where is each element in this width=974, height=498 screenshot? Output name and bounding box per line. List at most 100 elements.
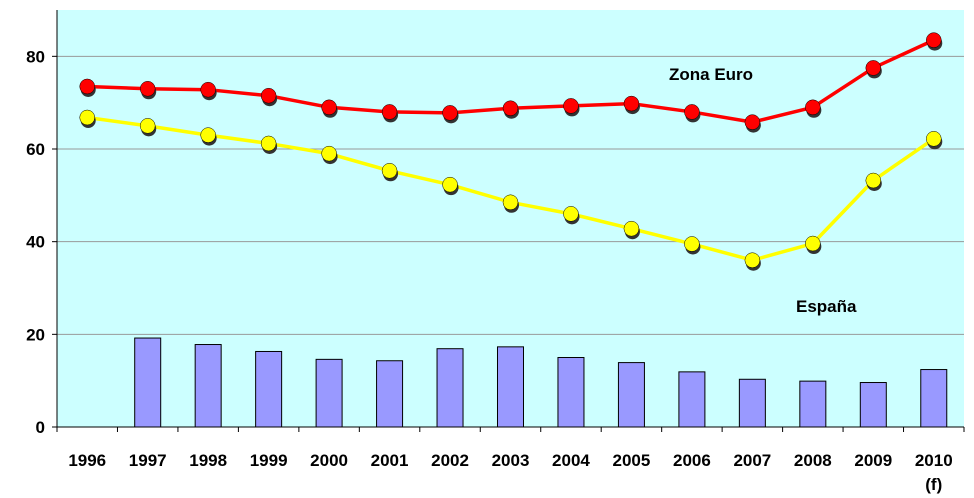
series-0-point-2010 [926,32,943,51]
x-tick-labels: 1996 1997 1998 1999 2000 2001 2002 2003 2004 2005… [68,451,952,494]
series-0-point-2000 [321,99,338,118]
bar-2008 [799,380,827,428]
series-0-point-marker [926,32,942,48]
x-tick-label-2006: 2006 [673,451,711,470]
series-0-point-marker [744,114,761,130]
series-1-point-marker [502,194,519,211]
series-label-espana: España [796,297,857,316]
series-1-point-marker [926,131,942,147]
gridlines [57,55,964,335]
bar-2004 [557,357,585,428]
series-0-point-1997 [139,81,157,100]
series-1-point-2001 [381,163,399,182]
series-1-point-marker [260,135,277,152]
series-1-point-1997 [139,118,157,137]
x-tick-label-2001: 2001 [371,451,409,470]
series-0-point-1999 [260,87,278,107]
y-tick-label-0: 0 [36,418,45,437]
series-1-point-2007 [744,252,761,271]
series-0-point-marker [623,95,640,112]
bar-1998 [194,344,222,428]
series-1-point-1999 [260,135,278,154]
series-0-point-marker [805,99,821,116]
series-1-point-2006 [684,236,701,255]
x-tick-sublabel-2010: (f) [925,475,942,494]
series-0-point-1996 [79,78,96,97]
series-0-point-marker [260,87,277,104]
series-0-point-2008 [805,99,822,118]
y-tick-labels: 0 20 40 60 80 [26,47,45,437]
bar-1999 [255,350,283,428]
series-1-point-marker [744,252,761,268]
series-1-point-marker [684,236,700,252]
x-tick-label-2007: 2007 [733,451,771,470]
axes [52,10,965,432]
series-0-point-marker [563,98,579,114]
bar-series [134,337,948,428]
series-1-point-2002 [442,176,459,196]
bar-2007 [738,378,766,428]
series-0-point-2004 [563,98,580,117]
series-0-point-marker [79,78,95,95]
series-label-zona-euro: Zona Euro [669,65,753,84]
bar-2006 [678,371,706,428]
x-tick-label-2009: 2009 [854,451,892,470]
series-1-point-marker [623,220,640,237]
bar-1997 [134,337,162,428]
series-1-point-marker [139,118,156,134]
x-tick-label-2008: 2008 [794,451,832,470]
series-1-point-marker [865,172,882,189]
x-tick-label-2003: 2003 [492,451,530,470]
series-0-point-2001 [381,104,399,123]
series-0-point-marker [200,81,216,98]
series-labels: Zona Euro España [669,65,857,316]
series-1-point-2010 [926,131,943,150]
bar-2002 [436,348,464,428]
series-0-point-marker [865,60,882,76]
series-0-point-marker [502,100,519,116]
y-tick-label-40: 40 [26,233,45,252]
series-1-point-marker [200,127,216,143]
bar-2009 [859,382,887,428]
series-0-point-1998 [200,81,217,101]
x-tick-label-2000: 2000 [310,451,348,470]
bar-2010 [920,369,948,428]
line-series [79,32,943,271]
series-0-point-2006 [684,104,701,123]
series-1-point-marker [805,235,821,252]
y-tick-label-60: 60 [26,140,45,159]
bar-2003 [496,346,525,428]
series-1-point-marker [321,145,337,162]
x-tick-label-1998: 1998 [189,451,227,470]
x-tick-label-1996: 1996 [68,451,106,470]
series-1-point-2003 [502,194,519,213]
series-1-point-marker [442,176,458,193]
series-0-point-2005 [623,95,640,115]
series-1-point-2009 [865,172,882,192]
series-0-point-marker [684,104,700,120]
series-1-point-2000 [321,145,338,165]
x-tick-label-2010: 2010 [915,451,953,470]
series-1-point-2004 [563,206,580,225]
x-tick-label-2002: 2002 [431,451,469,470]
series-1-point-marker [79,109,95,126]
series-0-point-2002 [442,105,459,124]
bar-2001 [376,360,404,428]
series-1-point-marker [381,163,398,179]
x-tick-label-2005: 2005 [613,451,651,470]
x-tick-label-1997: 1997 [129,451,167,470]
x-tick-label-2004: 2004 [552,451,590,470]
series-1-point-1998 [200,127,217,146]
series-0-point-marker [442,105,458,121]
series-1-point-1996 [79,109,96,128]
series-1-point-marker [563,206,579,222]
bar-2000 [315,358,343,428]
series-0-point-marker [381,104,398,120]
series-0-point-2003 [502,100,519,119]
x-tick-label-1999: 1999 [250,451,288,470]
bar-2005 [617,362,645,428]
series-0-point-marker [139,81,156,97]
series-0-point-marker [321,99,337,116]
y-tick-label-20: 20 [26,325,45,344]
